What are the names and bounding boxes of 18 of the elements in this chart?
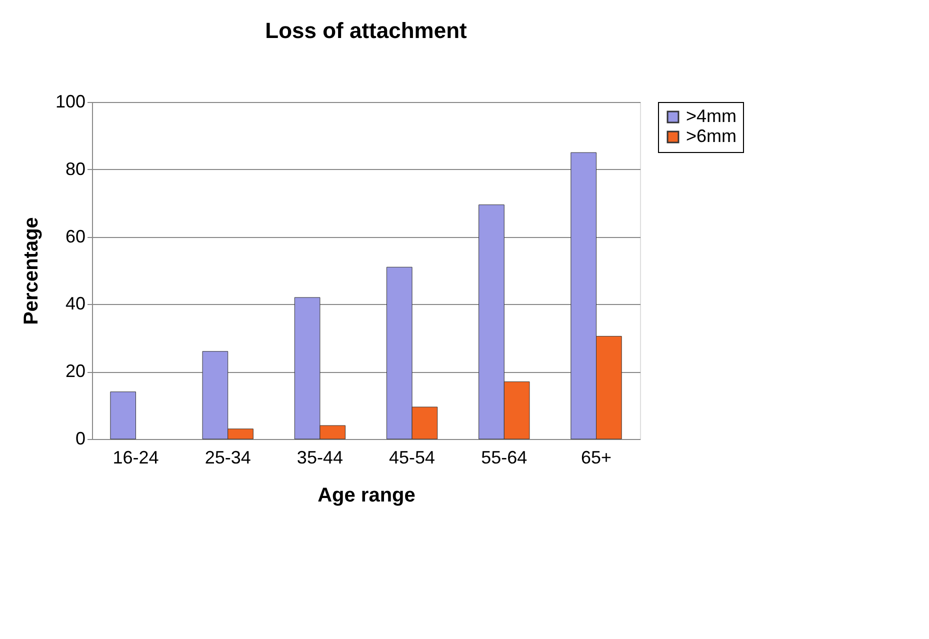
y-tick-label: 0 — [75, 428, 86, 448]
legend-label: >6mm — [686, 126, 737, 146]
y-tick-label: 40 — [65, 294, 86, 314]
bar — [110, 392, 136, 440]
x-tick-label: 45-54 — [389, 448, 436, 468]
x-tick-label: 35-44 — [296, 448, 343, 468]
y-tick-label: 100 — [55, 92, 86, 112]
y-tick-label: 60 — [65, 226, 86, 246]
y-axis-title: Percentage — [20, 217, 42, 325]
legend-label: >4mm — [686, 106, 737, 126]
x-tick-label: 16-24 — [112, 448, 159, 468]
x-axis-title: Age range — [318, 484, 416, 506]
y-tick-label: 80 — [65, 158, 86, 179]
x-tick-label: 55-64 — [481, 448, 528, 468]
chart-title: Loss of attachment — [265, 18, 468, 43]
x-tick-label: 25-34 — [204, 448, 251, 468]
x-tick-label: 65+ — [580, 448, 612, 468]
y-tick-label: 20 — [65, 361, 86, 382]
